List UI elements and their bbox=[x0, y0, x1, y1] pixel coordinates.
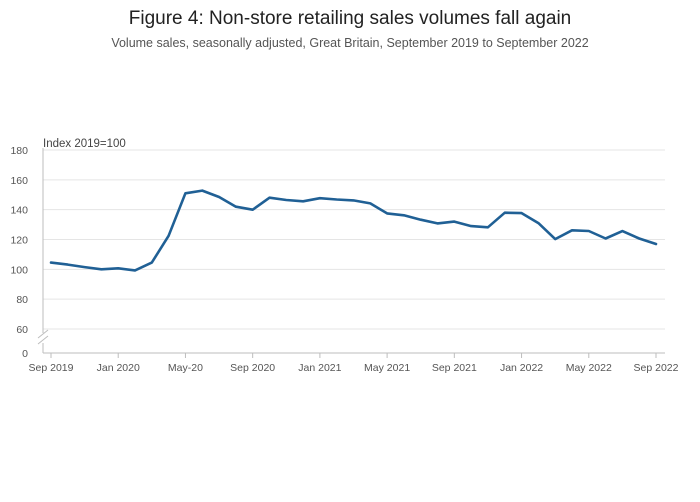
gridlines bbox=[43, 149, 665, 330]
chart-subtitle: Volume sales, seasonally adjusted, Great… bbox=[111, 36, 588, 50]
y-tick-label: 180 bbox=[10, 145, 28, 157]
y-tick-label: 140 bbox=[10, 205, 28, 217]
x-tick-label: Jan 2022 bbox=[500, 362, 543, 374]
x-tick-label: Sep 2019 bbox=[29, 362, 74, 374]
y-axis-label: Index 2019=100 bbox=[43, 138, 126, 150]
y-tick-label: 160 bbox=[10, 175, 28, 187]
axis-break-mark bbox=[37, 335, 49, 345]
x-tick-label: May 2022 bbox=[566, 362, 612, 374]
x-tick-label: Sep 2022 bbox=[634, 362, 679, 374]
y-tick-labels: 0 60 80 100 120 140 160 180 bbox=[10, 145, 28, 360]
x-tick-label: Jan 2021 bbox=[298, 362, 341, 374]
y-tick-label: 120 bbox=[10, 235, 28, 247]
x-tick-labels: Sep 2019 Jan 2020 May-20 Sep 2020 Jan 2021 Ma… bbox=[29, 362, 679, 374]
x-tick-label: May-20 bbox=[168, 362, 203, 374]
axes bbox=[37, 148, 665, 358]
series-layer bbox=[49, 189, 658, 272]
x-tick-label: Sep 2020 bbox=[230, 362, 275, 374]
x-tick-label: Sep 2021 bbox=[432, 362, 477, 374]
series-line bbox=[49, 189, 658, 272]
chart-title: Figure 4: Non-store retailing sales volu… bbox=[129, 8, 572, 29]
y-tick-label: 60 bbox=[16, 324, 28, 336]
y-tick-label: 100 bbox=[10, 264, 28, 276]
x-tick-label: Jan 2020 bbox=[97, 362, 140, 374]
y-tick-label: 0 bbox=[22, 348, 28, 360]
y-tick-label: 80 bbox=[16, 294, 28, 306]
x-tick-label: May 2021 bbox=[364, 362, 410, 374]
axis-break-mark bbox=[37, 329, 49, 339]
